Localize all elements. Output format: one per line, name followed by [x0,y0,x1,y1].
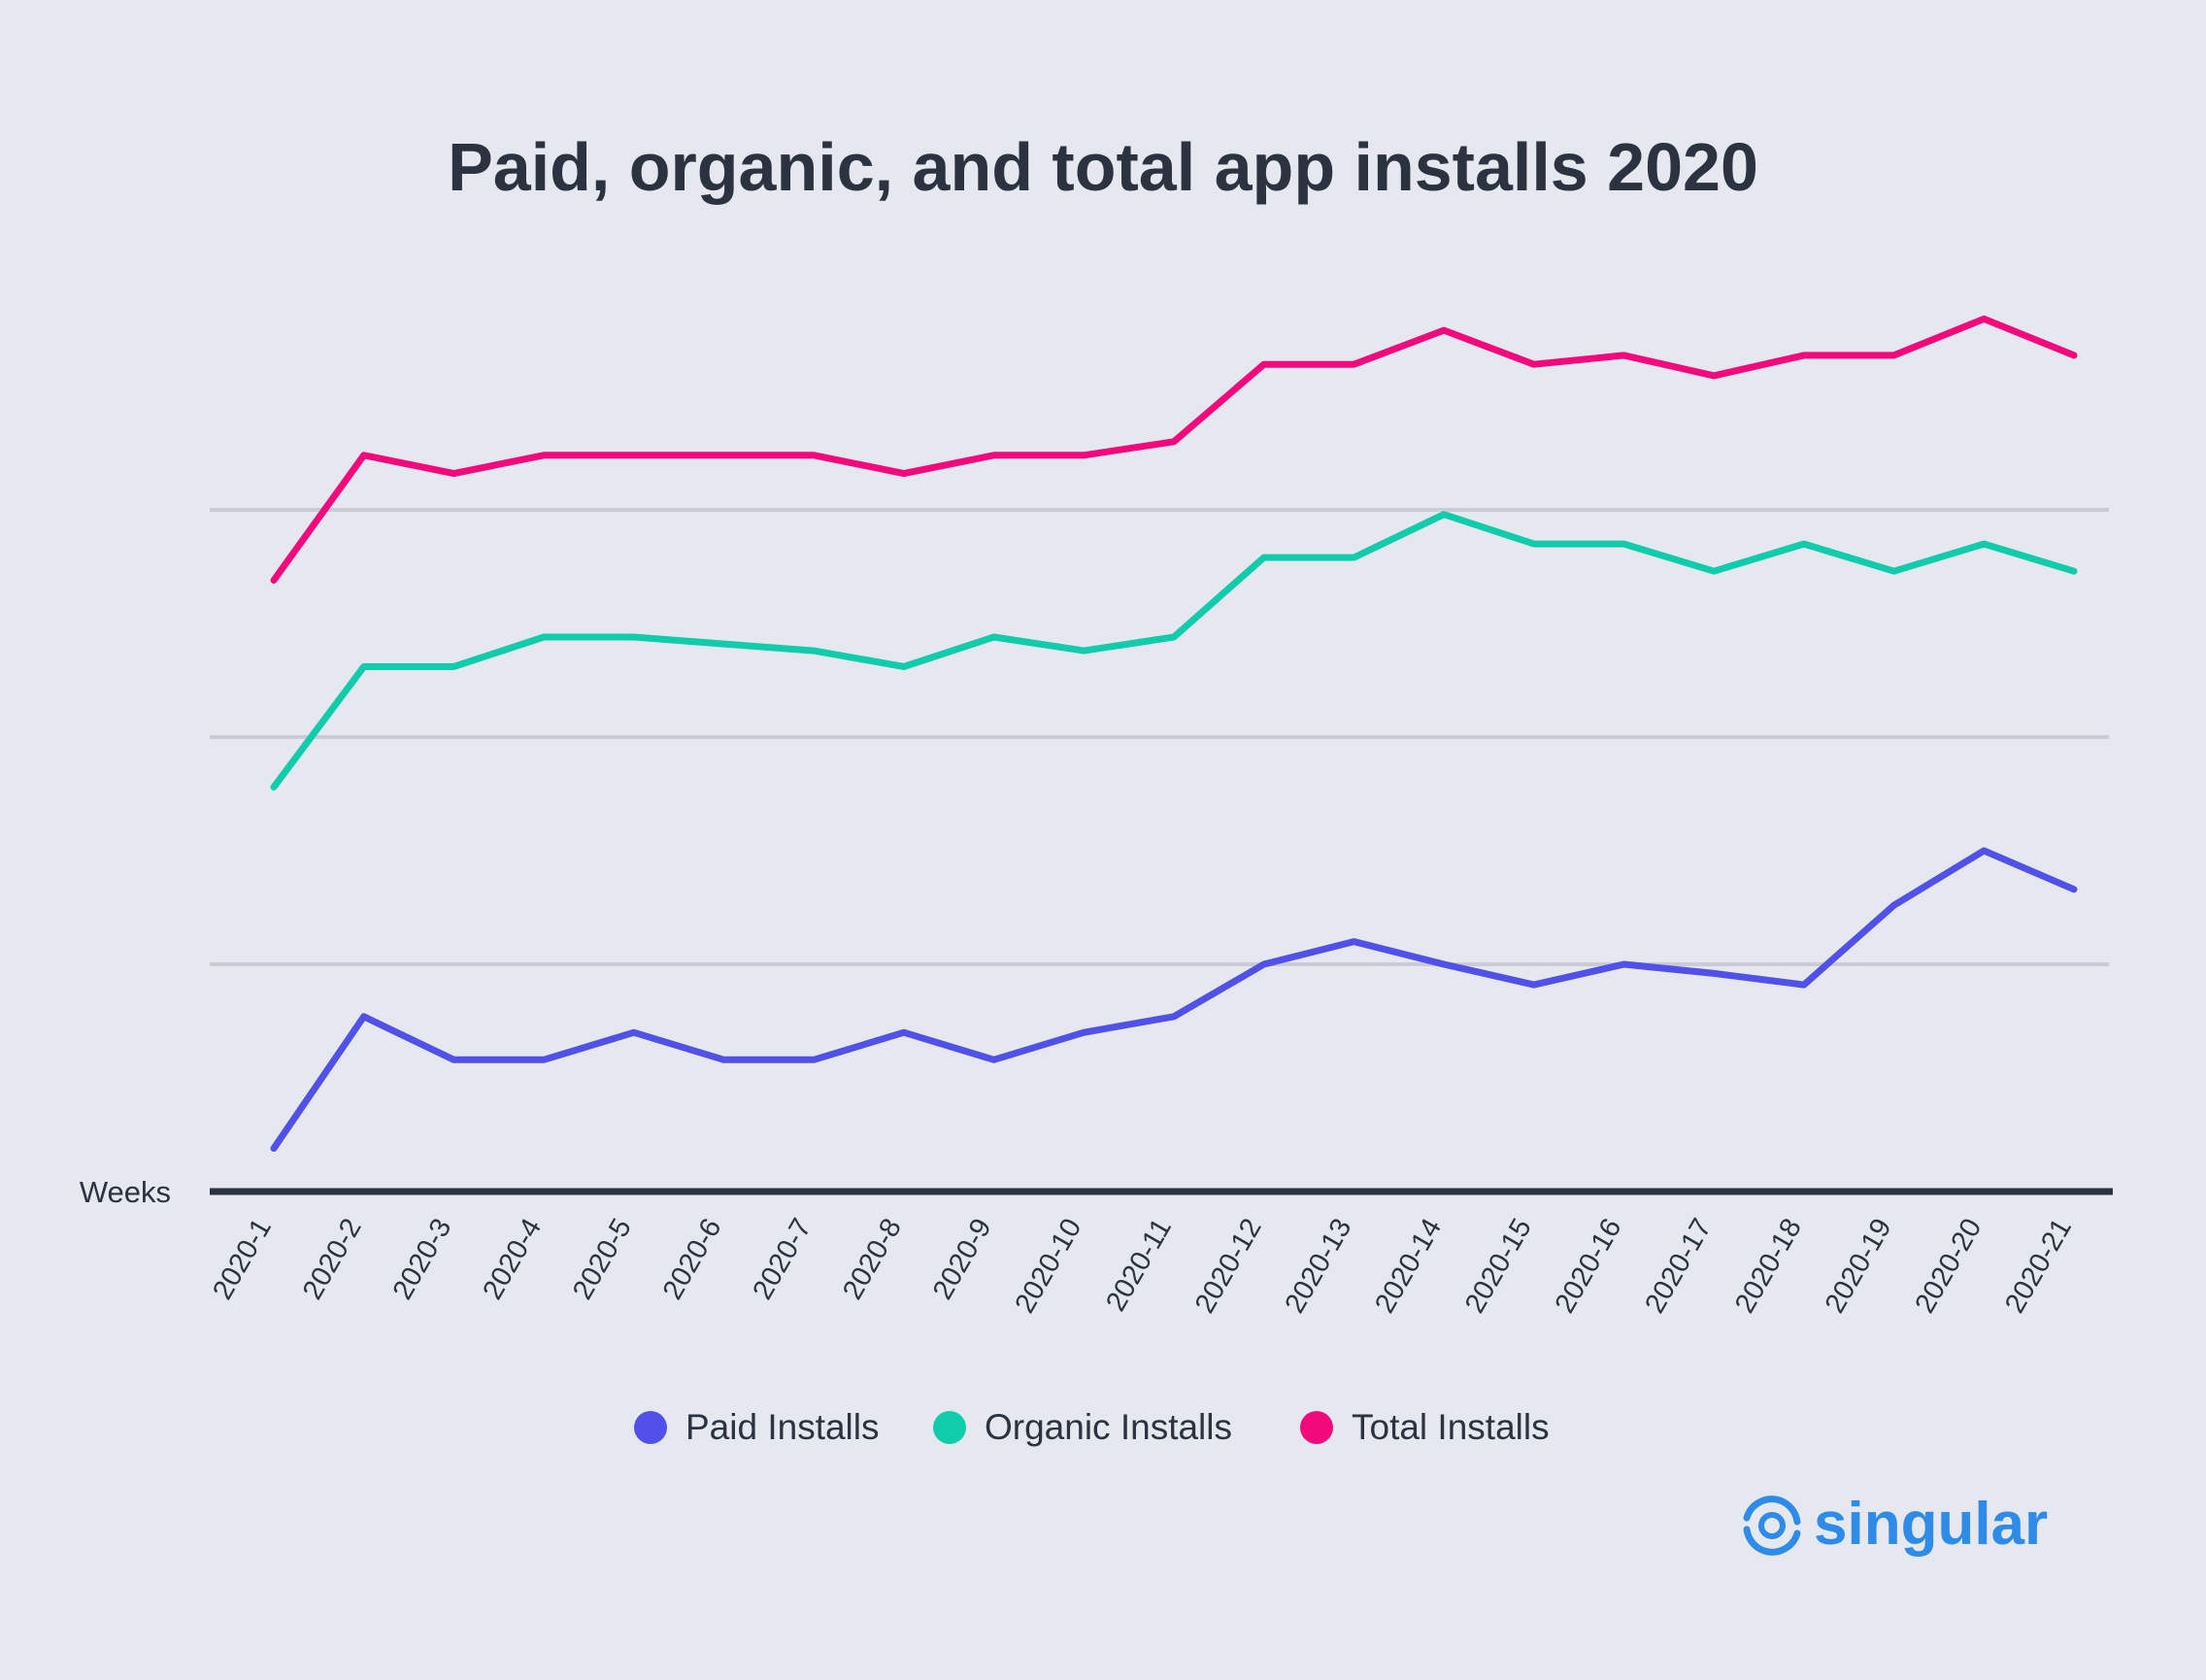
x-tick-label: 2020-11 [1100,1214,1178,1317]
chart-title: Paid, organic, and total app installs 20… [448,129,1758,205]
legend-label: Paid Installs [685,1407,880,1447]
x-tick-label: 2020-17 [1639,1214,1718,1319]
x-tick-label: 2020-15 [1459,1214,1538,1319]
x-tick-label: 2020-13 [1280,1214,1358,1319]
x-tick-label: 2020-8 [837,1214,908,1305]
x-tick-label: 2020-16 [1550,1214,1628,1319]
legend: Paid Installs Organic Installs Total Insta… [634,1407,1550,1447]
x-tick-label: 2020-2 [297,1214,368,1305]
x-tick-label: 2020-12 [1189,1214,1268,1319]
series-line-total-installs [270,315,2078,584]
logo-wordmark: singular [1814,1491,2048,1558]
x-tick-label: 2020-5 [567,1214,638,1305]
legend-marker [1300,1411,1333,1444]
x-tick-label: 2020-3 [387,1214,458,1305]
legend-marker [634,1411,667,1444]
x-axis: Weeks [80,1175,2113,1209]
gridlines [210,508,2109,966]
legend-marker [933,1411,966,1444]
x-tick-label: 2020-20 [1909,1214,1988,1319]
x-tick-label: 2020-21 [1999,1214,2078,1319]
singular-logo: singular [1743,1491,2048,1558]
legend-label: Total Installs [1352,1407,1550,1447]
series-line-organic-installs [270,511,2078,790]
x-tick-label: 2020-4 [477,1214,548,1305]
x-tick-label: 2020-7 [747,1214,818,1305]
series-lines [270,315,2078,1152]
x-tick-label: 2020-6 [657,1214,728,1305]
legend-label: Organic Installs [985,1407,1232,1447]
x-tick-labels: 2020-1 2020-2 2020-3 2020-4 2020-5 2020-6 2020… [207,1214,2078,1319]
singular-swirl-icon [1743,1495,1801,1556]
x-tick-label: 2020-1 [207,1214,278,1305]
x-tick-label: 2020-9 [927,1214,998,1305]
x-tick-label: 2020-14 [1369,1214,1448,1319]
x-tick-label: 2020-18 [1729,1214,1808,1319]
series-line-paid-installs [270,847,2078,1152]
x-axis-label: Weeks [80,1175,171,1209]
x-tick-label: 2020-19 [1820,1214,1898,1319]
x-tick-label: 2020-10 [1009,1214,1087,1319]
